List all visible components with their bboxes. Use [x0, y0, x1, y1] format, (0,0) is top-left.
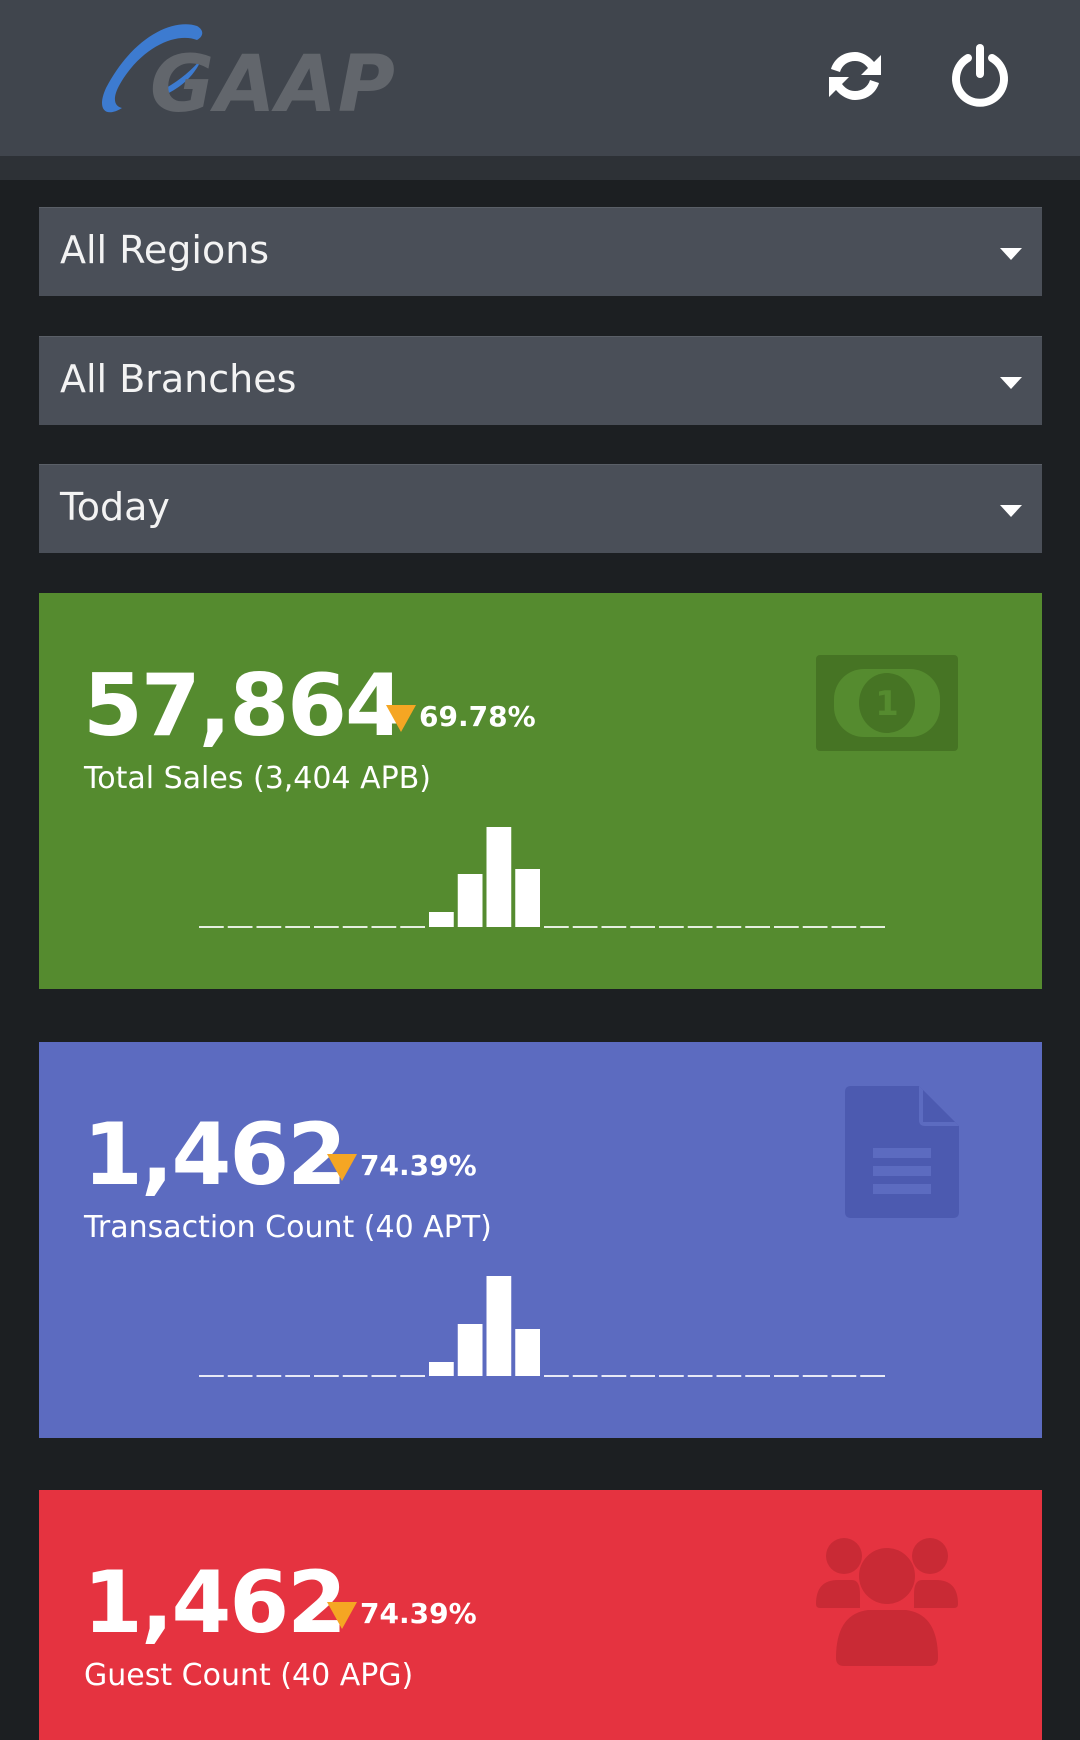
branch-select[interactable]: All Branches	[39, 336, 1042, 425]
gaap-logo: GAAP	[92, 18, 395, 130]
sparkline-empty-bar	[687, 1375, 713, 1377]
guest-count-delta-value: 74.39%	[360, 1597, 477, 1630]
sparkline-empty-bar	[256, 926, 282, 928]
sparkline-empty-bar	[572, 926, 598, 928]
transaction-count-card[interactable]: 1,462 74.39% Transaction Count (40 APT)	[39, 1042, 1042, 1438]
arrow-down-icon	[386, 705, 416, 732]
sparkline-bar	[486, 827, 512, 927]
sparkline-empty-bar	[716, 1375, 742, 1377]
sparkline-empty-bar	[601, 1375, 627, 1377]
total-sales-label: Total Sales (3,404 APB)	[84, 761, 432, 796]
total-sales-value: 57,864	[83, 656, 405, 756]
sparkline-bar	[515, 869, 540, 927]
logo-swoosh-icon	[101, 24, 203, 113]
sparkline-empty-bar	[630, 1375, 655, 1377]
sparkline-empty-bar	[227, 926, 253, 928]
guest-count-delta: 74.39%	[327, 1597, 477, 1630]
sparkline-empty-bar	[314, 926, 339, 928]
sparkline-empty-bar	[745, 926, 770, 928]
refresh-icon	[829, 52, 881, 100]
sparkline-empty-bar	[802, 1375, 828, 1377]
sparkline-empty-bar	[544, 1375, 569, 1377]
sparkline-empty-bar	[774, 926, 799, 928]
region-select-value: All Regions	[60, 228, 270, 272]
sparkline-empty-bar	[342, 1375, 368, 1377]
total-sales-delta-value: 69.78%	[419, 700, 536, 733]
sparkline-empty-bar	[860, 926, 885, 928]
arrow-down-icon	[327, 1154, 357, 1181]
sparkline-empty-bar	[285, 1375, 310, 1377]
period-select[interactable]: Today	[39, 464, 1042, 553]
guest-count-label: Guest Count (40 APG)	[84, 1658, 414, 1693]
chevron-down-icon	[1000, 377, 1022, 389]
logo-text: GAAP	[150, 40, 396, 130]
sparkline-bar	[429, 912, 454, 927]
branch-select-value: All Branches	[60, 357, 297, 401]
transaction-count-label: Transaction Count (40 APT)	[84, 1210, 492, 1245]
sparkline-empty-bar	[659, 926, 684, 928]
sparkline-empty-bar	[659, 1375, 684, 1377]
chevron-down-icon	[1000, 505, 1022, 517]
sparkline-empty-bar	[774, 1375, 799, 1377]
sparkline-empty-bar	[831, 926, 857, 928]
refresh-button[interactable]	[815, 36, 895, 116]
power-button[interactable]	[940, 36, 1020, 116]
sparkline-empty-bar	[314, 1375, 339, 1377]
sparkline-empty-bar	[285, 926, 310, 928]
users-icon	[816, 1538, 958, 1666]
total-sales-delta: 69.78%	[386, 700, 536, 733]
sparkline-empty-bar	[342, 926, 368, 928]
sparkline-empty-bar	[601, 926, 627, 928]
sparkline-empty-bar	[544, 926, 569, 928]
app-header: GAAP	[0, 0, 1080, 156]
transaction-count-value: 1,462	[83, 1105, 347, 1205]
sparkline-empty-bar	[371, 926, 397, 928]
sparkline-empty-bar	[400, 1375, 425, 1377]
sparkline-bar	[515, 1329, 540, 1376]
sparkline-empty-bar	[572, 1375, 598, 1377]
sparkline-empty-bar	[199, 926, 224, 928]
sparkline-bar	[486, 1276, 512, 1376]
total-sales-card[interactable]: 57,864 69.78% Total Sales (3,404 APB) 1	[39, 593, 1042, 989]
power-icon	[952, 44, 1008, 107]
transaction-count-delta-value: 74.39%	[360, 1149, 477, 1182]
sparkline-empty-bar	[371, 1375, 397, 1377]
sparkline-empty-bar	[630, 926, 655, 928]
sparkline-bar	[457, 874, 483, 927]
sparkline-bar	[457, 1324, 483, 1376]
sparkline-empty-bar	[227, 1375, 253, 1377]
sparkline-empty-bar	[199, 1375, 224, 1377]
sparkline-bar	[429, 1362, 454, 1376]
region-select[interactable]: All Regions	[39, 207, 1042, 296]
header-divider	[0, 156, 1080, 180]
period-select-value: Today	[60, 485, 170, 529]
sparkline-empty-bar	[687, 926, 713, 928]
total-sales-sparkline	[199, 827, 885, 928]
sparkline-empty-bar	[802, 926, 828, 928]
sparkline-empty-bar	[400, 926, 425, 928]
sparkline-empty-bar	[860, 1375, 885, 1377]
sparkline-empty-bar	[831, 1375, 857, 1377]
sparkline-empty-bar	[256, 1375, 282, 1377]
transaction-count-sparkline	[199, 1276, 885, 1377]
chevron-down-icon	[1000, 248, 1022, 260]
sparkline-empty-bar	[716, 926, 742, 928]
guest-count-value: 1,462	[83, 1553, 347, 1653]
svg-text:1: 1	[875, 684, 899, 724]
transaction-count-delta: 74.39%	[327, 1149, 477, 1182]
arrow-down-icon	[327, 1602, 357, 1629]
money-bill-icon: 1	[816, 655, 958, 751]
sparkline-empty-bar	[745, 1375, 770, 1377]
document-icon	[845, 1086, 959, 1218]
guest-count-card[interactable]: 1,462 74.39% Guest Count (40 APG)	[39, 1490, 1042, 1740]
